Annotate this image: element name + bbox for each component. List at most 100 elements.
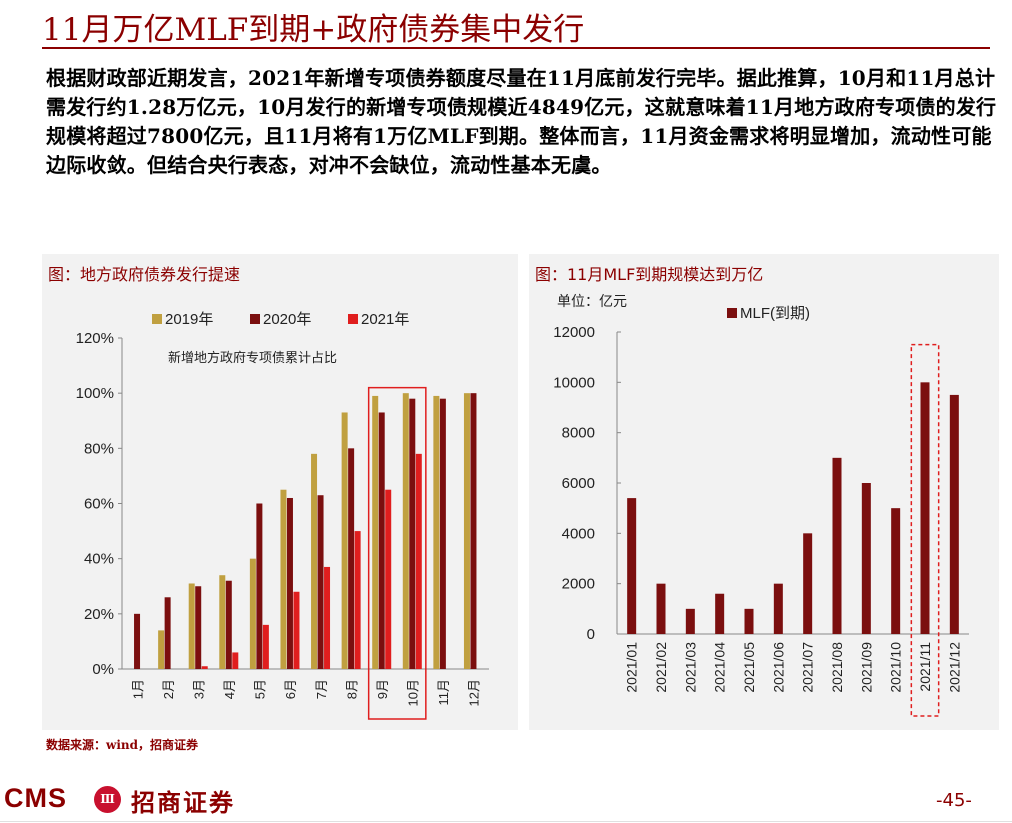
bar-2019年: [372, 395, 379, 669]
bar-2021年: [232, 652, 239, 669]
legend-swatch: [250, 314, 260, 324]
x-tick-label: 12月: [467, 679, 482, 706]
bar-mlf: [891, 508, 901, 634]
legend-swatch: [348, 314, 358, 324]
x-tick-label: 5月: [253, 679, 268, 699]
bar-2021年: [262, 624, 269, 669]
bar-2019年: [188, 583, 195, 669]
chart-local-bonds: 0% 20% 40% 60% 80% 100% 120% 1月 2月 3月 4月 5月 6月 7月 8月 9月…: [76, 311, 489, 720]
chart-panel-mlf: 图：11月MLF到期规模达到万亿 0 2000 4000 6000 8000 10000 1…: [529, 254, 999, 730]
bar-2020年: [439, 398, 446, 669]
title-divider: [42, 47, 990, 49]
x-tick-label: 4月: [222, 679, 237, 699]
bar-2021年: [354, 531, 361, 669]
bar-2020年: [378, 412, 385, 669]
bar-mlf: [715, 593, 725, 634]
bar-mlf: [832, 457, 842, 634]
bar-mlf: [949, 394, 959, 634]
bar-2020年: [409, 398, 416, 669]
x-tick-label: 7月: [314, 679, 329, 699]
bar-2020年: [195, 586, 202, 669]
highlight-box: [367, 386, 427, 720]
x-tick-label: 2021/03: [682, 642, 698, 693]
bar-2021年: [201, 666, 208, 669]
x-tick-label: 2021/12: [946, 642, 962, 693]
x-tick-label: 2021/02: [653, 642, 669, 693]
bar-mlf: [861, 483, 871, 634]
bar-2021年: [324, 566, 331, 669]
bar-mlf: [627, 498, 637, 634]
bar-2021年: [415, 453, 422, 669]
y-tick-label: 12000: [553, 324, 595, 341]
x-tick-label: 2021/09: [858, 642, 874, 693]
bar-2019年: [433, 395, 440, 669]
logo-cms-text: CMS: [4, 783, 67, 813]
legend-swatch: [152, 314, 162, 324]
slide-title: 11月万亿MLF到期+政府债券集中发行: [42, 12, 585, 48]
data-source-note: 数据来源：wind，招商证券: [46, 738, 199, 752]
y-tick-label: 4000: [562, 525, 595, 542]
bar-2019年: [219, 575, 226, 669]
legend-label: MLF(到期): [740, 305, 810, 322]
x-tick-label: 2021/10: [888, 642, 904, 693]
highlight-box: [910, 343, 940, 717]
x-tick-label: 2021/08: [829, 642, 845, 693]
x-tick-label: 6月: [283, 679, 298, 699]
bar-2019年: [341, 412, 348, 669]
legend-swatch: [727, 308, 737, 318]
chart-mlf: 0 2000 4000 6000 8000 10000 12000 2021/01 2021/0…: [553, 293, 969, 717]
chart-title-local-bonds: 图：地方政府债券发行提速: [48, 265, 241, 284]
bar-2019年: [249, 558, 256, 669]
chart-annotation: 新增地方政府专项债累计占比: [168, 350, 337, 365]
bar-2019年: [402, 393, 409, 669]
y-tick-label: 120%: [76, 330, 114, 347]
bar-2020年: [470, 393, 477, 669]
bar-mlf: [685, 608, 695, 634]
legend-label: 2020年: [263, 311, 311, 328]
y-tick-label: 80%: [84, 440, 114, 457]
y-tick-label: 0: [587, 626, 595, 643]
footer-divider: [0, 821, 1012, 822]
x-tick-label: 3月: [191, 679, 206, 699]
y-tick-label: 20%: [84, 606, 114, 623]
bar-2020年: [286, 497, 293, 669]
x-tick-label: 11月: [436, 679, 451, 706]
legend-label: 2019年: [165, 311, 213, 328]
unit-label: 单位：亿元: [557, 293, 627, 309]
bar-2021年: [293, 591, 300, 669]
y-tick-label: 2000: [562, 576, 595, 593]
bar-2019年: [280, 489, 287, 669]
chart-title-mlf: 图：11月MLF到期规模达到万亿: [535, 265, 764, 284]
bar-2019年: [463, 393, 470, 669]
x-tick-label: 2021/05: [741, 642, 757, 693]
bar-2020年: [134, 613, 141, 669]
y-tick-label: 0%: [92, 661, 114, 678]
x-tick-label: 8月: [344, 679, 359, 699]
y-tick-label: 6000: [562, 475, 595, 492]
bar-mlf: [744, 608, 754, 634]
y-tick-label: 10000: [553, 374, 595, 391]
x-tick-label: 2021/01: [624, 642, 640, 693]
legend-label: 2021年: [361, 311, 409, 328]
chart-panel-local-bonds: 图：地方政府债券发行提速 0% 20% 40% 60% 80% 100% 120% 1月 2月 3…: [42, 254, 518, 730]
x-tick-label: 9月: [375, 679, 390, 699]
y-tick-label: 40%: [84, 551, 114, 568]
bar-2020年: [348, 448, 355, 669]
x-tick-label: 2021/07: [800, 642, 816, 693]
logo-company-name: 招商证券: [131, 788, 235, 817]
page-number: -45-: [936, 790, 972, 811]
logo-mark-icon: Ⅲ: [94, 786, 121, 813]
bar-2020年: [164, 597, 171, 669]
bar-2020年: [317, 495, 324, 669]
bar-mlf: [803, 533, 813, 634]
bar-mlf: [656, 583, 666, 634]
x-tick-label: 10月: [406, 679, 421, 706]
bar-2019年: [311, 453, 318, 669]
bar-2021年: [385, 489, 392, 669]
x-tick-label: 2021/11: [917, 642, 933, 692]
bar-2020年: [225, 580, 232, 669]
bar-mlf: [773, 583, 783, 634]
y-tick-label: 100%: [76, 385, 114, 402]
bar-mlf: [920, 382, 930, 634]
x-tick-label: 2021/06: [770, 642, 786, 693]
